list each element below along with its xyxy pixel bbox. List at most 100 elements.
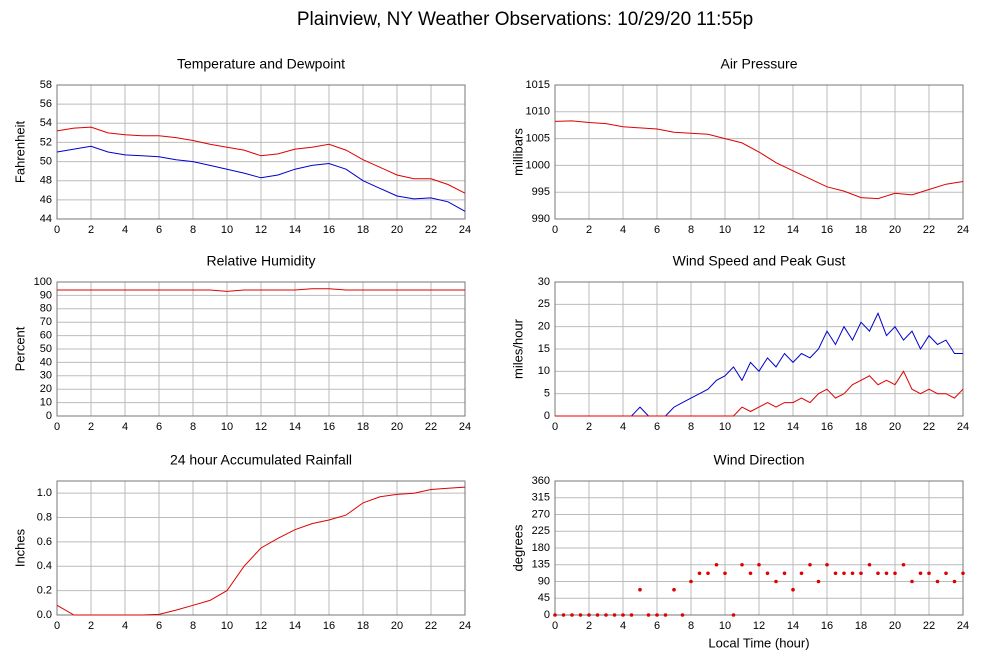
series-line	[56, 126, 466, 194]
chart-title: Wind Speed and Peak Gust	[673, 253, 846, 269]
point	[697, 571, 702, 576]
y-tick-label: 58	[40, 79, 52, 91]
point	[612, 613, 617, 617]
y-tick-label: 0.0	[37, 609, 52, 621]
y-tick-label: 360	[532, 475, 550, 487]
y-tick-label: 0.4	[37, 560, 52, 572]
x-tick-label: 16	[821, 620, 833, 632]
y-tick-label: 1005	[526, 133, 550, 145]
y-axis-label: Percent	[12, 326, 27, 371]
point	[935, 579, 940, 584]
point	[918, 571, 923, 576]
point	[748, 571, 753, 576]
y-tick-label: 100	[34, 276, 52, 288]
y-tick-label: 50	[40, 343, 52, 355]
x-tick-label: 22	[923, 620, 935, 632]
y-tick-label: 90	[538, 575, 550, 587]
x-tick-label: 0	[552, 620, 558, 632]
y-tick-label: 20	[40, 383, 52, 395]
series-line	[554, 120, 964, 200]
plot-border	[554, 480, 964, 616]
x-tick-label: 16	[323, 421, 335, 433]
x-tick-label: 0	[552, 224, 558, 236]
x-tick-label: 16	[821, 224, 833, 236]
x-tick-label: 10	[221, 620, 233, 632]
plot-border	[56, 480, 466, 616]
x-tick-label: 18	[855, 620, 867, 632]
x-tick-label: 16	[323, 620, 335, 632]
chart-title: Relative Humidity	[207, 253, 316, 269]
y-tick-label: 46	[40, 194, 52, 206]
x-tick-label: 0	[54, 421, 60, 433]
y-axis-label: degrees	[510, 524, 525, 571]
point	[961, 571, 965, 576]
y-tick-label: 1000	[526, 159, 550, 171]
x-tick-label: 14	[289, 224, 301, 236]
x-tick-label: 6	[156, 224, 162, 236]
x-tick-label: 10	[719, 421, 731, 433]
point	[808, 562, 812, 567]
x-tick-label: 4	[620, 421, 626, 433]
chart-title: Wind Direction	[713, 452, 804, 468]
point	[833, 571, 838, 576]
point	[901, 562, 906, 567]
x-tick-label: 0	[54, 620, 60, 632]
x-tick-label: 14	[289, 421, 301, 433]
x-tick-label: 22	[923, 224, 935, 236]
x-tick-label: 14	[787, 620, 799, 632]
x-tick-label: 2	[586, 620, 592, 632]
x-tick-label: 10	[719, 620, 731, 632]
x-tick-label: 2	[88, 620, 94, 632]
x-tick-label: 2	[586, 421, 592, 433]
point	[765, 571, 770, 576]
x-tick-label: 18	[855, 224, 867, 236]
x-tick-label: 6	[156, 421, 162, 433]
x-tick-label: 20	[391, 620, 403, 632]
x-tick-label: 24	[459, 620, 471, 632]
x-tick-label: 12	[255, 224, 267, 236]
x-tick-label: 20	[889, 421, 901, 433]
point	[859, 571, 863, 576]
y-tick-label: 48	[40, 175, 52, 187]
x-tick-label: 0	[552, 421, 558, 433]
chart-title: 24 hour Accumulated Rainfall	[170, 452, 352, 468]
x-tick-label: 0	[54, 224, 60, 236]
point	[714, 562, 719, 567]
y-axis-label: millibars	[510, 128, 525, 176]
x-tick-label: 10	[719, 224, 731, 236]
y-tick-label: 30	[40, 370, 52, 382]
point	[731, 613, 736, 617]
point	[893, 571, 897, 576]
x-tick-label: 20	[889, 224, 901, 236]
x-tick-label: 22	[425, 620, 437, 632]
y-tick-label: 10	[40, 397, 52, 409]
y-tick-label: 990	[532, 213, 550, 225]
y-tick-label: 225	[532, 525, 550, 537]
point	[867, 562, 872, 567]
y-tick-label: 1015	[526, 79, 550, 91]
x-tick-label: 8	[688, 620, 694, 632]
y-tick-label: 315	[532, 492, 550, 504]
point	[723, 571, 727, 576]
chart-title: Temperature and Dewpoint	[177, 56, 345, 72]
point	[799, 571, 804, 576]
x-tick-label: 20	[889, 620, 901, 632]
point	[629, 613, 634, 617]
point	[638, 587, 642, 592]
y-tick-label: 180	[532, 542, 550, 554]
x-tick-label: 8	[688, 421, 694, 433]
x-tick-label: 16	[323, 224, 335, 236]
y-tick-label: 995	[532, 186, 550, 198]
y-tick-label: 5	[544, 388, 550, 400]
x-tick-label: 24	[459, 421, 471, 433]
x-tick-label: 8	[688, 224, 694, 236]
y-tick-label: 70	[40, 316, 52, 328]
x-tick-label: 14	[289, 620, 301, 632]
x-tick-label: 18	[357, 421, 369, 433]
x-tick-label: 10	[221, 421, 233, 433]
plot-border	[56, 281, 466, 417]
y-tick-label: 135	[532, 559, 550, 571]
point	[663, 613, 668, 617]
point	[561, 613, 566, 617]
